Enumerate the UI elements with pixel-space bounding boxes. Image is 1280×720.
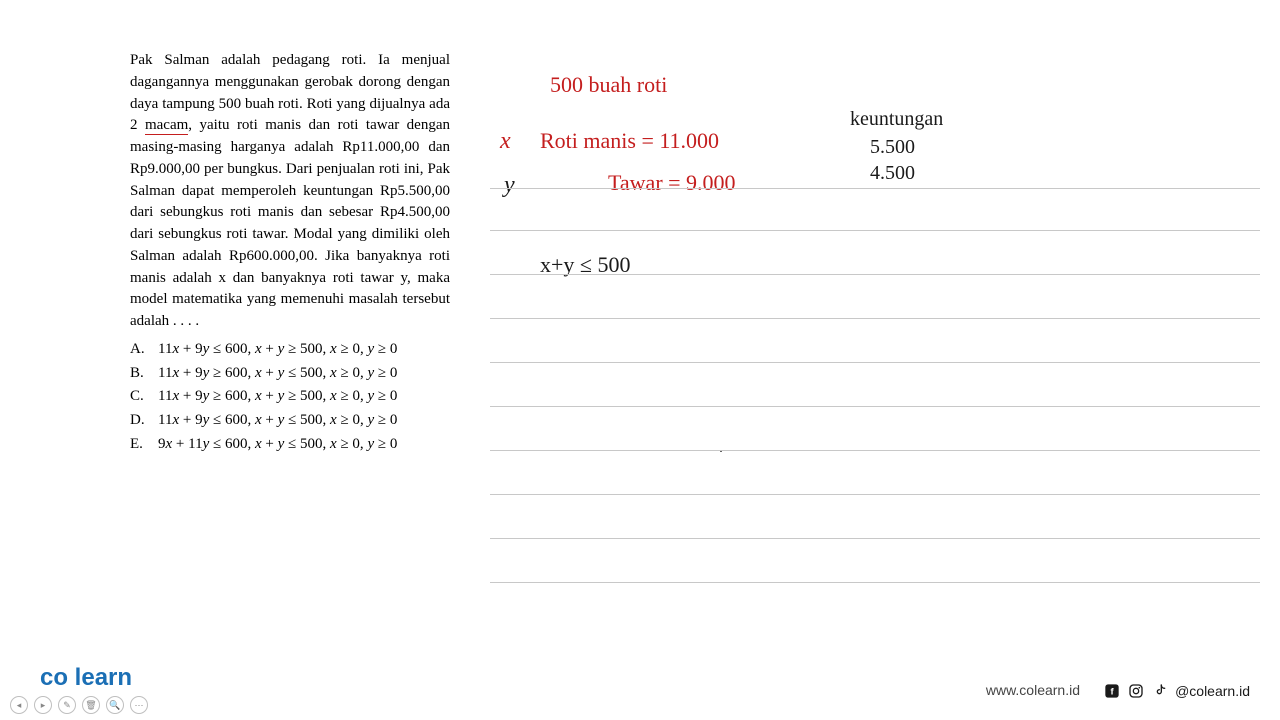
hand-profit2: 4.500 xyxy=(870,162,915,185)
control-button[interactable]: ✎ xyxy=(58,696,76,714)
instagram-icon[interactable] xyxy=(1127,682,1145,700)
hand-y-label: y xyxy=(504,172,515,199)
hand-profit1: 5.500 xyxy=(870,136,915,159)
option-letter: D. xyxy=(130,410,158,432)
media-controls: ◂ ▸ ✎ 🗑 🔍 ⋯ xyxy=(10,696,148,714)
option-text: 9x + 11y ≤ 600, x + y ≤ 500, x ≥ 0, y ≥ … xyxy=(158,434,450,456)
social-handle: @colearn.id xyxy=(1175,683,1250,699)
option-row: D.11x + 9y ≤ 600, x + y ≤ 500, x ≥ 0, y … xyxy=(130,410,450,432)
ruled-line xyxy=(490,494,1260,495)
ruled-line xyxy=(490,318,1260,319)
control-button[interactable]: 🔍 xyxy=(106,696,124,714)
option-row: C.11x + 9y ≥ 600, x + y ≥ 500, x ≥ 0, y … xyxy=(130,386,450,408)
footer: co learn ◂▸✎🗑🔍⋯ www.colearn.id f @colear… xyxy=(0,670,1280,720)
hand-title: 500 buah roti xyxy=(550,72,667,98)
options-list: A.11x + 9y ≤ 600, x + y ≥ 500, x ≥ 0, y … xyxy=(130,339,450,456)
option-text: 11x + 9y ≤ 600, x + y ≥ 500, x ≥ 0, y ≥ … xyxy=(158,339,450,361)
problem-body-after: , yaitu roti manis dan roti tawar dengan… xyxy=(130,117,450,329)
option-text: 11x + 9y ≥ 600, x + y ≤ 500, x ≥ 0, y ≥ … xyxy=(158,363,450,385)
control-button[interactable]: 🗑 xyxy=(82,696,100,714)
ruled-line xyxy=(490,450,1260,451)
ruled-line xyxy=(490,582,1260,583)
option-letter: E. xyxy=(130,434,158,456)
ruled-line xyxy=(490,188,1260,189)
ruled-line xyxy=(490,406,1260,407)
hand-x-line: Roti manis = 11.000 xyxy=(540,128,719,154)
control-button[interactable]: ▸ xyxy=(34,696,52,714)
logo: co learn xyxy=(40,664,132,692)
ruled-line xyxy=(490,538,1260,539)
ruled-line xyxy=(490,362,1260,363)
option-text: 11x + 9y ≤ 600, x + y ≤ 500, x ≥ 0, y ≥ … xyxy=(158,410,450,432)
option-letter: C. xyxy=(130,386,158,408)
hand-profit-header: keuntungan xyxy=(850,108,943,131)
problem-underlined: macam xyxy=(145,117,188,135)
site-url: www.colearn.id xyxy=(986,682,1080,698)
option-letter: B. xyxy=(130,363,158,385)
social-links: f @colearn.id xyxy=(1103,682,1250,700)
facebook-icon[interactable]: f xyxy=(1103,682,1121,700)
option-row: B.11x + 9y ≥ 600, x + y ≤ 500, x ≥ 0, y … xyxy=(130,363,450,385)
option-row: A.11x + 9y ≤ 600, x + y ≥ 500, x ≥ 0, y … xyxy=(130,339,450,361)
problem-text: Pak Salman adalah pedagang roti. Ia menj… xyxy=(130,50,450,456)
hand-y-line: Tawar = 9.000 xyxy=(608,170,736,196)
option-text: 11x + 9y ≥ 600, x + y ≥ 500, x ≥ 0, y ≥ … xyxy=(158,386,450,408)
work-area: 500 buah roti x Roti manis = 11.000 y Ta… xyxy=(490,60,1260,640)
tiktok-icon[interactable] xyxy=(1151,682,1169,700)
hand-x-label: x xyxy=(500,128,511,155)
ruled-line xyxy=(490,230,1260,231)
option-row: E.9x + 11y ≤ 600, x + y ≤ 500, x ≥ 0, y … xyxy=(130,434,450,456)
control-button[interactable]: ⋯ xyxy=(130,696,148,714)
option-letter: A. xyxy=(130,339,158,361)
control-button[interactable]: ◂ xyxy=(10,696,28,714)
ruled-line xyxy=(490,274,1260,275)
